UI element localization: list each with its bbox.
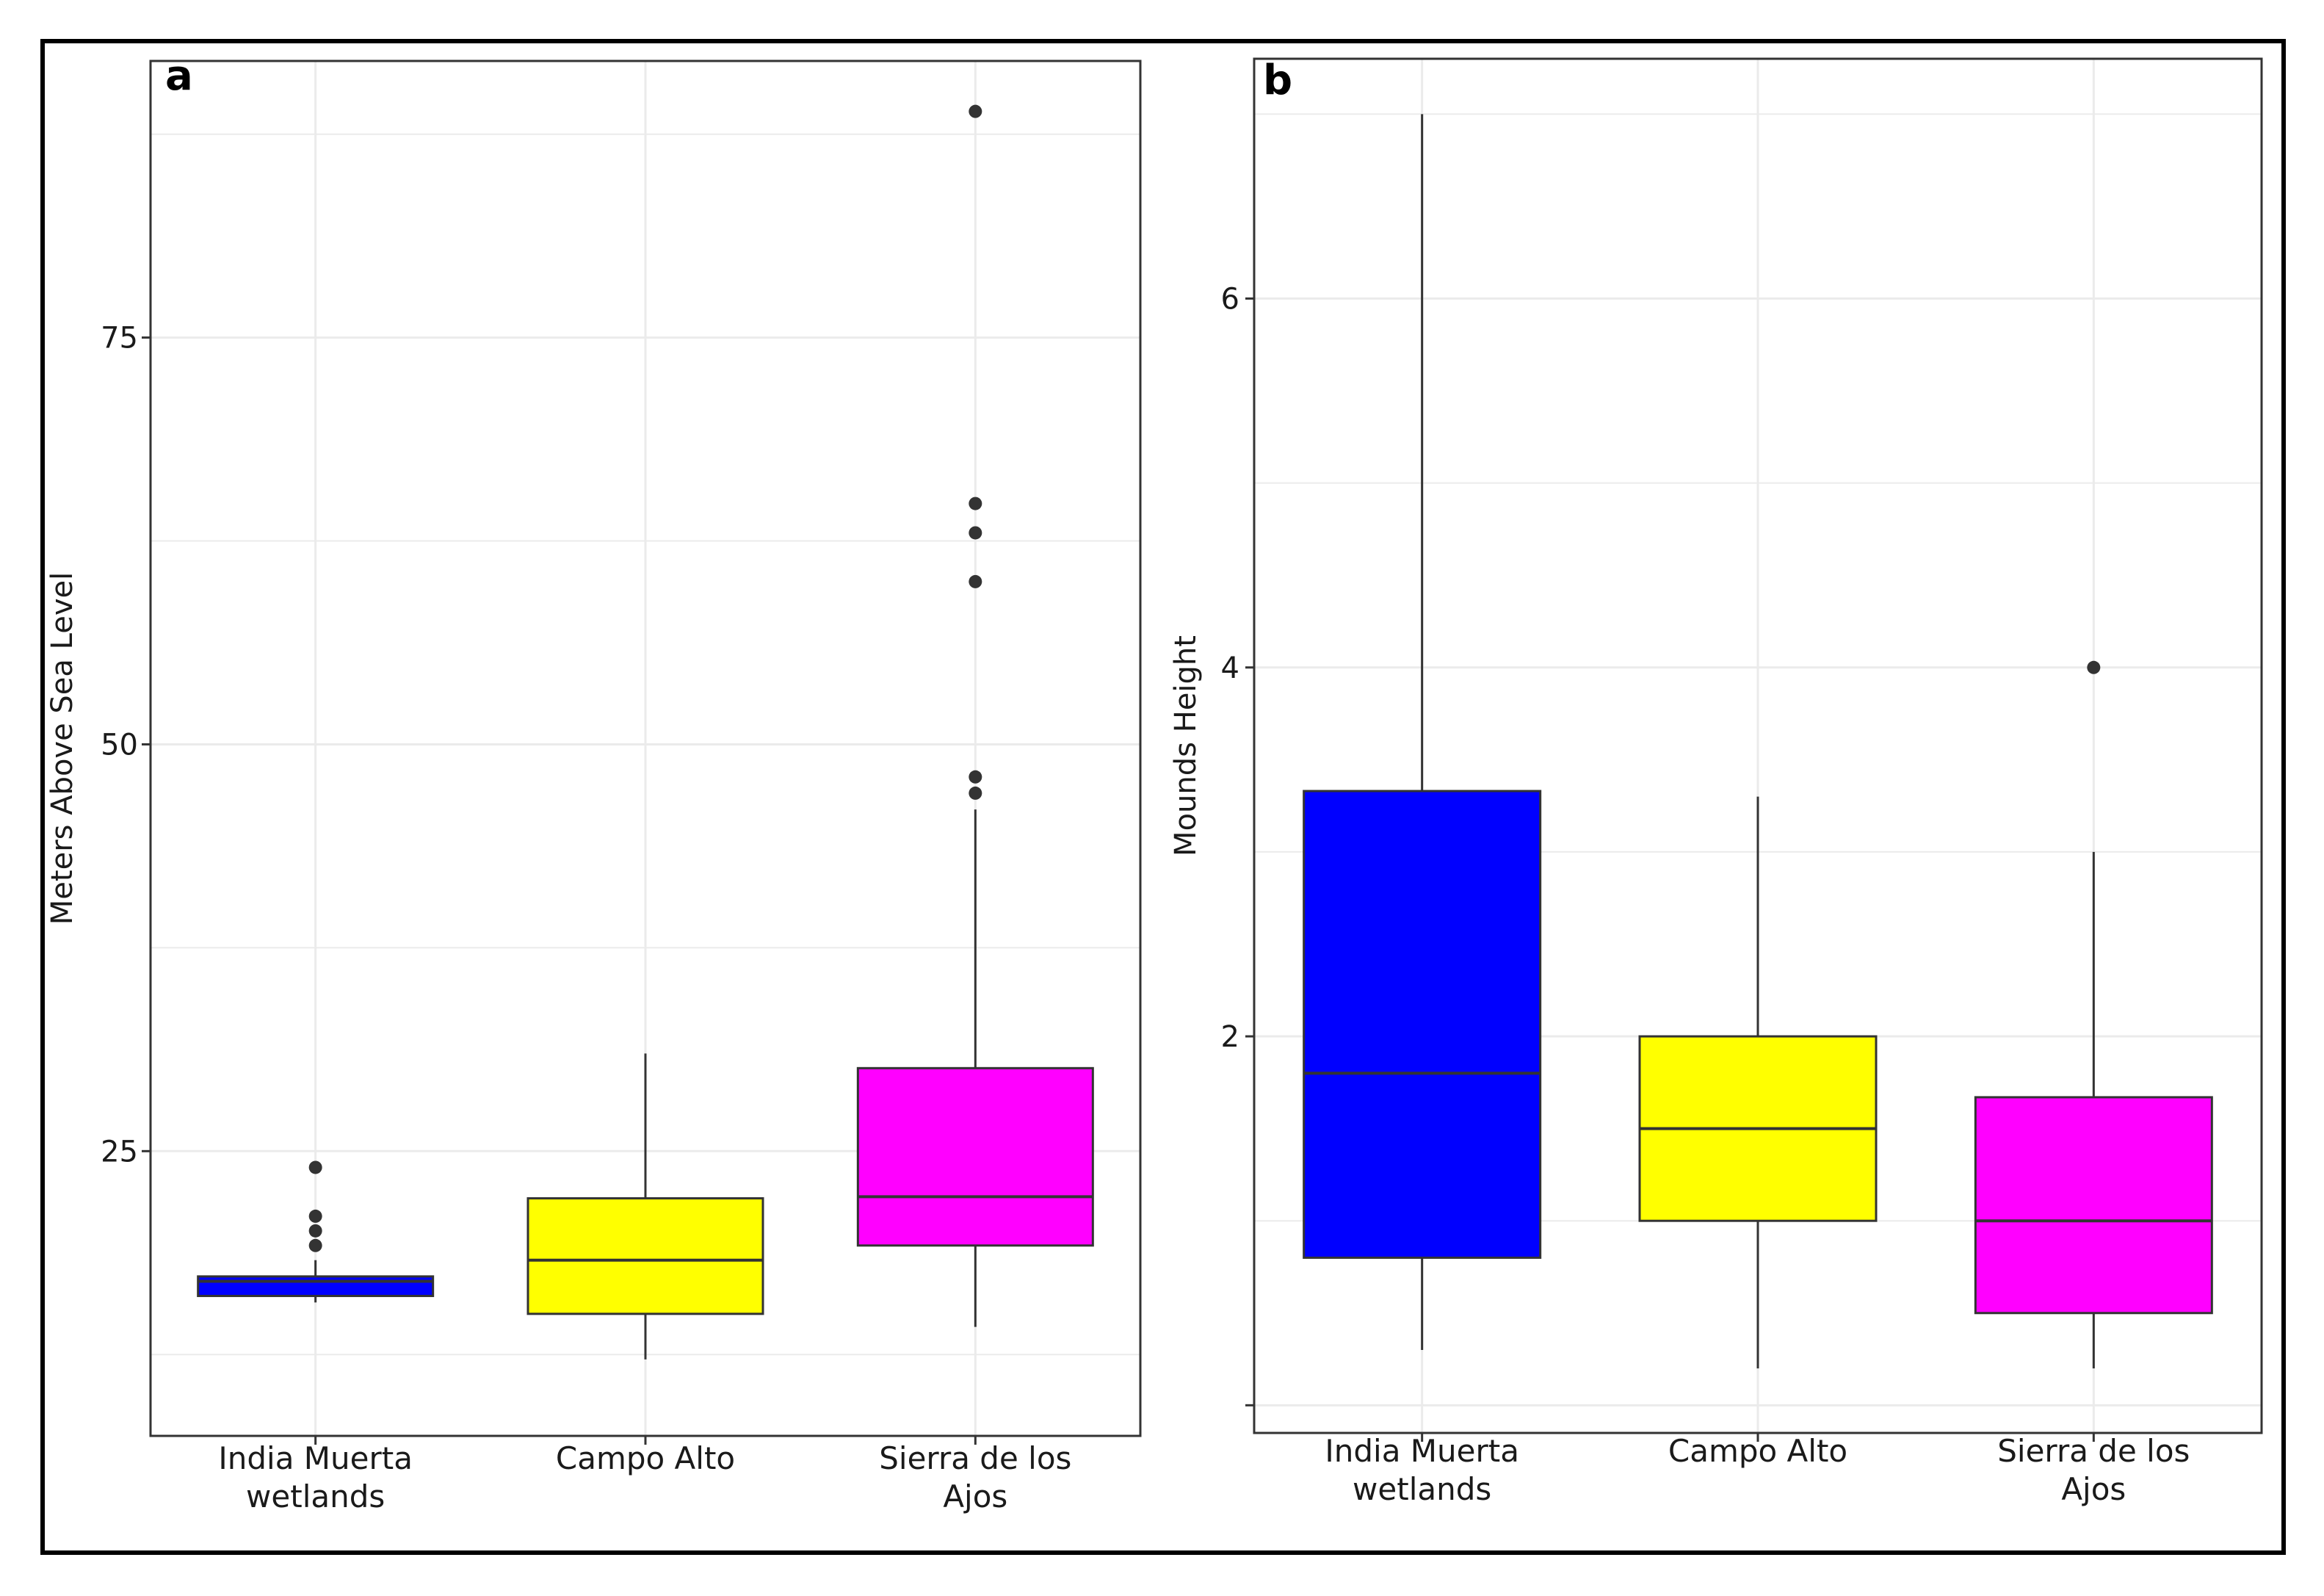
outlier-point — [2087, 660, 2101, 674]
outlier-point — [969, 574, 982, 588]
box-sierra-de-los-ajos — [856, 104, 1094, 1327]
x-category-label: India Muerta wetlands — [1325, 1433, 1519, 1507]
box-body — [1974, 1096, 2213, 1315]
outlier-point — [969, 497, 982, 510]
box-india-muerta-wetlands — [197, 1160, 435, 1303]
x-category-label-line: Ajos — [2061, 1471, 2126, 1507]
panel-a: 25 50 75 India Muerta wetlands Campo Alto Sier… — [46, 52, 1142, 1514]
x-category-label-line: wetlands — [1353, 1471, 1491, 1507]
outlier-point — [969, 526, 982, 540]
box-body — [856, 1066, 1094, 1247]
x-category-label-line: India Muerta — [218, 1440, 413, 1476]
x-category-label-line: Campo Alto — [1668, 1433, 1847, 1469]
y-tick-label: 6 — [1221, 282, 1239, 316]
y-tick-label: 4 — [1221, 651, 1239, 685]
x-category-label: Sierra de los Ajos — [1997, 1433, 2190, 1507]
box-body — [526, 1197, 764, 1315]
box-sierra-de-los-ajos — [1974, 660, 2213, 1369]
box-india-muerta-wetlands — [1303, 114, 1542, 1350]
x-category-label-line: Sierra de los — [879, 1440, 1071, 1476]
y-tick-label: 50 — [101, 728, 138, 762]
y-tick-label: 75 — [101, 322, 138, 355]
panel-b: 2 4 6 India Muerta wetlands Campo Alto Sierra … — [1169, 57, 2263, 1507]
outlier-point — [308, 1238, 322, 1252]
y-tick-label: 2 — [1221, 1020, 1239, 1054]
panel-letter: a — [165, 52, 193, 100]
x-category-label-line: wetlands — [246, 1478, 385, 1514]
box-campo-alto — [1638, 796, 1878, 1369]
outlier-point — [308, 1209, 322, 1223]
outlier-point — [969, 770, 982, 784]
outlier-point — [308, 1224, 322, 1238]
x-category-label: Campo Alto — [556, 1440, 735, 1476]
y-axis-title: Mounds Height — [1169, 635, 1203, 856]
panel-letter: b — [1263, 57, 1292, 104]
x-category-label: Sierra de los Ajos — [879, 1440, 1071, 1514]
x-category-label-line: Campo Alto — [556, 1440, 735, 1476]
x-category-label-line: Sierra de los — [1997, 1433, 2190, 1469]
y-tick-label: 25 — [101, 1135, 138, 1169]
x-category-label-line: India Muerta — [1325, 1433, 1519, 1469]
outlier-point — [969, 104, 982, 118]
y-axis-title: Meters Above Sea Level — [46, 572, 79, 925]
box-body — [197, 1275, 435, 1297]
outlier-point — [308, 1160, 322, 1174]
box-campo-alto — [526, 1053, 764, 1360]
box-body — [1303, 790, 1542, 1259]
outlier-point — [969, 786, 982, 800]
x-category-label-line: Ajos — [943, 1478, 1007, 1514]
x-category-label: Campo Alto — [1668, 1433, 1847, 1469]
x-category-label: India Muerta wetlands — [218, 1440, 413, 1514]
